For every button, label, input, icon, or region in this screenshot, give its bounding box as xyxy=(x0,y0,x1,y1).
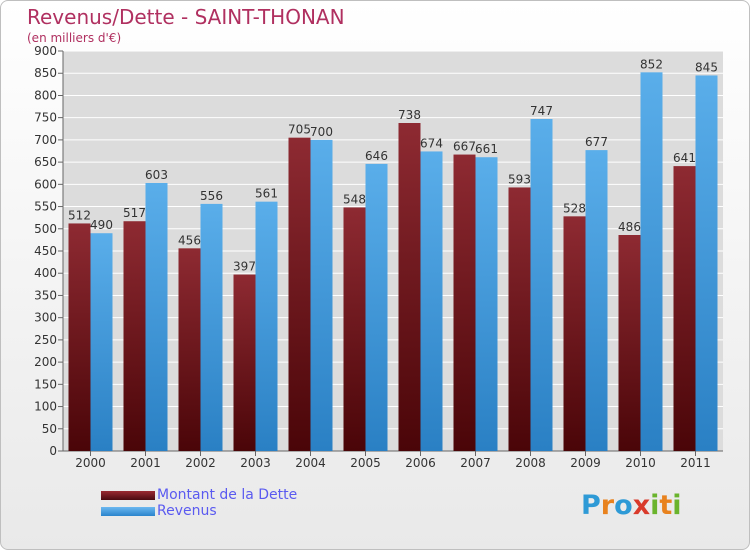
data-label-dette: 705 xyxy=(288,123,311,137)
y-tick-label: 0 xyxy=(49,444,57,458)
bar-dette xyxy=(343,207,366,451)
bar-dette xyxy=(123,221,146,451)
data-label-revenus: 700 xyxy=(310,125,333,139)
logo-letter: o xyxy=(614,490,633,521)
data-label-revenus: 556 xyxy=(200,189,223,203)
logo-letter: i xyxy=(672,490,682,521)
logo-letter: i xyxy=(650,490,660,521)
legend: Montant de la Dette Revenus xyxy=(101,487,297,519)
bar-dette xyxy=(233,274,256,451)
data-label-revenus: 490 xyxy=(90,218,113,232)
bar-revenus xyxy=(585,150,608,451)
data-label-dette: 548 xyxy=(343,192,366,206)
y-tick-label: 600 xyxy=(34,177,57,191)
y-tick-label: 150 xyxy=(34,377,57,391)
logo-letter: P xyxy=(581,490,601,521)
data-label-revenus: 646 xyxy=(365,149,388,163)
y-tick-label: 250 xyxy=(34,333,57,347)
bar-revenus xyxy=(640,72,663,451)
data-label-dette: 641 xyxy=(673,151,696,165)
legend-item-revenus: Revenus xyxy=(101,503,297,519)
bar-dette xyxy=(563,216,586,451)
data-label-revenus: 661 xyxy=(475,142,498,156)
chart-title: Revenus/Dette - SAINT-THONAN xyxy=(27,5,345,29)
data-label-revenus: 674 xyxy=(420,136,443,150)
bar-dette xyxy=(508,187,531,451)
x-tick-label: 2002 xyxy=(185,456,216,470)
y-tick-label: 850 xyxy=(34,66,57,80)
x-tick-label: 2009 xyxy=(570,456,601,470)
bar-dette xyxy=(673,166,696,451)
data-label-revenus: 561 xyxy=(255,187,278,201)
legend-label-dette: Montant de la Dette xyxy=(157,487,298,503)
bar-revenus xyxy=(310,139,333,451)
logo-letter: x xyxy=(632,490,651,521)
y-tick-label: 500 xyxy=(34,222,57,236)
logo-letter: t xyxy=(659,490,673,521)
data-label-dette: 456 xyxy=(178,233,201,247)
x-tick-label: 2006 xyxy=(405,456,436,470)
y-tick-label: 100 xyxy=(34,400,57,414)
x-tick-label: 2010 xyxy=(625,456,656,470)
logo-letter: r xyxy=(600,490,615,521)
data-label-revenus: 603 xyxy=(145,168,168,182)
bar-revenus xyxy=(200,203,223,451)
bar-revenus xyxy=(475,157,498,451)
y-tick-label: 550 xyxy=(34,200,57,214)
data-label-dette: 517 xyxy=(123,206,146,220)
data-label-dette: 486 xyxy=(618,220,641,234)
bar-revenus xyxy=(695,75,718,451)
data-label-dette: 528 xyxy=(563,201,586,215)
data-label-revenus: 852 xyxy=(640,57,663,71)
bar-dette xyxy=(453,154,476,452)
x-tick-label: 2011 xyxy=(680,456,711,470)
y-tick-label: 900 xyxy=(34,44,57,58)
y-tick-label: 350 xyxy=(34,288,57,302)
data-label-revenus: 677 xyxy=(585,135,608,149)
data-label-revenus: 747 xyxy=(530,104,553,118)
bar-revenus xyxy=(145,183,168,451)
data-label-dette: 738 xyxy=(398,108,421,122)
data-label-dette: 397 xyxy=(233,260,256,274)
data-label-dette: 667 xyxy=(453,140,476,154)
y-tick-label: 200 xyxy=(34,355,57,369)
chart-subtitle: (en milliers d'€) xyxy=(27,31,122,45)
bar-revenus xyxy=(530,119,553,451)
x-tick-label: 2005 xyxy=(350,456,381,470)
data-label-dette: 512 xyxy=(68,208,91,222)
proxiti-logo: Proxiti xyxy=(581,490,682,521)
bar-revenus xyxy=(90,233,113,451)
x-tick-label: 2000 xyxy=(75,456,106,470)
y-tick-label: 50 xyxy=(42,422,57,436)
y-tick-label: 400 xyxy=(34,266,57,280)
bar-dette xyxy=(398,123,421,451)
bar-revenus xyxy=(420,151,443,451)
bar-dette xyxy=(178,248,201,451)
data-label-dette: 593 xyxy=(508,172,531,186)
x-tick-label: 2008 xyxy=(515,456,546,470)
data-label-revenus: 845 xyxy=(695,60,718,74)
bar-dette xyxy=(618,235,641,451)
legend-swatch-dette xyxy=(101,490,155,500)
x-tick-label: 2004 xyxy=(295,456,326,470)
legend-item-dette: Montant de la Dette xyxy=(101,487,297,503)
bar-revenus xyxy=(255,201,278,451)
x-tick-label: 2003 xyxy=(240,456,271,470)
legend-swatch-revenus xyxy=(101,506,155,516)
y-tick-label: 800 xyxy=(34,88,57,102)
legend-label-revenus: Revenus xyxy=(157,503,217,519)
bar-dette xyxy=(288,137,311,451)
x-tick-label: 2007 xyxy=(460,456,491,470)
y-tick-label: 450 xyxy=(34,244,57,258)
y-tick-label: 300 xyxy=(34,311,57,325)
bar-revenus xyxy=(365,163,388,451)
y-tick-label: 650 xyxy=(34,155,57,169)
y-tick-label: 700 xyxy=(34,133,57,147)
x-tick-label: 2001 xyxy=(130,456,161,470)
y-tick-label: 750 xyxy=(34,111,57,125)
bar-dette xyxy=(68,223,91,451)
